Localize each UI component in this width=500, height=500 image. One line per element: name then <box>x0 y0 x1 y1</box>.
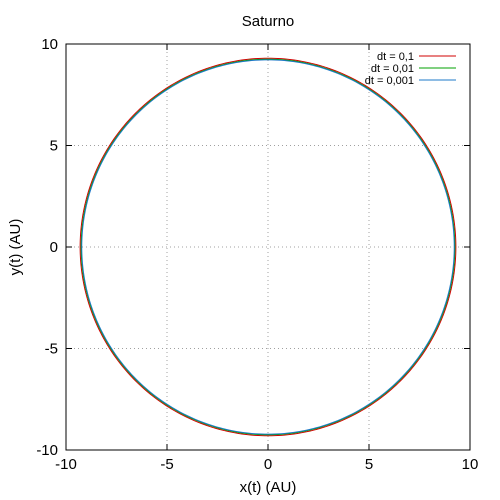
y-tick-label: 0 <box>50 239 58 256</box>
series-line-2 <box>80 58 456 436</box>
x-tick-label: -5 <box>160 456 173 473</box>
legend-label-2: dt = 0,01 <box>371 63 414 75</box>
x-tick-label: -10 <box>55 456 77 473</box>
legend-label-1: dt = 0,1 <box>377 51 414 63</box>
y-tick-label: -10 <box>36 442 58 459</box>
grid <box>66 44 470 450</box>
series-line-3 <box>81 59 455 435</box>
y-tick-label: 10 <box>41 36 58 53</box>
series-layer <box>79 57 457 437</box>
y-axis-label: y(t) (AU) <box>7 219 24 276</box>
chart-title: Saturno <box>242 13 295 30</box>
x-tick-label: 10 <box>462 456 479 473</box>
axis-ticks: -10 -5 0 5 10 -10 -5 0 5 10 <box>36 36 478 473</box>
x-tick-label: 0 <box>264 456 272 473</box>
x-tick-label: 5 <box>365 456 373 473</box>
series-line-1 <box>79 57 457 437</box>
x-axis-label: x(t) (AU) <box>240 479 297 496</box>
legend-label-3: dt = 0,001 <box>365 75 414 87</box>
y-tick-label: 5 <box>50 138 58 155</box>
y-tick-label: -5 <box>45 341 58 358</box>
